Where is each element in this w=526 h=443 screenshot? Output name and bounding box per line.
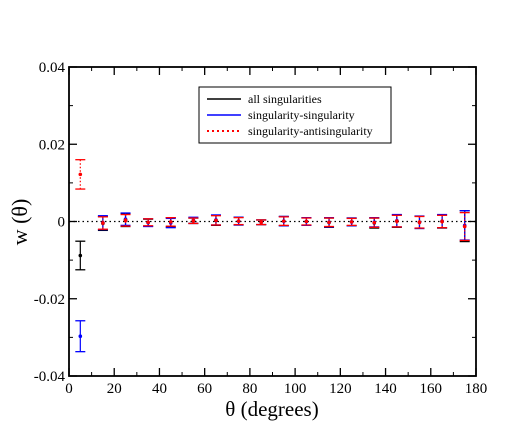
- y-axis-title: w (θ): [7, 199, 32, 246]
- data-point: [372, 220, 377, 225]
- data-point: [123, 218, 128, 223]
- data-marks: [75, 159, 470, 353]
- x-tick-label: 100: [284, 381, 307, 397]
- data-point: [168, 220, 173, 224]
- data-point: [349, 220, 354, 224]
- data-point: [78, 334, 83, 339]
- x-tick-label: 0: [65, 381, 73, 397]
- data-point: [462, 224, 467, 229]
- series-singularity-antisingularity: [75, 159, 470, 242]
- x-tick-label: 80: [242, 381, 257, 397]
- data-point: [417, 220, 422, 225]
- data-point: [78, 253, 83, 258]
- series-singularity-singularity: [75, 210, 470, 353]
- legend-entries: all singularities singularity-singularity…: [207, 92, 373, 138]
- x-axis-title: θ (degrees): [225, 397, 318, 421]
- y-tick-label: 0.02: [39, 137, 65, 153]
- x-tick-label: 60: [197, 381, 212, 397]
- data-point: [282, 219, 286, 223]
- series-all-singularities: [75, 210, 470, 271]
- data-point: [146, 220, 150, 225]
- y-tick-label: -0.02: [34, 292, 65, 308]
- x-tick-label: 20: [107, 381, 122, 397]
- y-tick-label: 0.04: [39, 60, 66, 76]
- data-point: [259, 220, 263, 225]
- x-axis-ticks: 0 20 40 60 80 100 120 140 160 180: [65, 67, 487, 397]
- legend-label: all singularities: [248, 92, 322, 106]
- y-tick-label: -0.04: [34, 369, 66, 385]
- y-tick-label: 0: [58, 215, 66, 231]
- legend-label: singularity-singularity: [248, 108, 355, 122]
- data-point: [191, 218, 196, 223]
- data-point: [78, 172, 83, 177]
- legend: all singularities singularity-singularity…: [198, 86, 392, 144]
- data-point: [214, 218, 218, 223]
- y-axis-ticks: -0.04 -0.02 0 0.02 0.04: [34, 60, 476, 385]
- x-tick-label: 140: [374, 381, 397, 397]
- legend-label: singularity-antisingularity: [248, 124, 373, 138]
- data-point: [101, 221, 105, 225]
- data-point: [304, 219, 309, 224]
- x-tick-label: 120: [329, 381, 352, 397]
- data-point: [395, 219, 399, 223]
- data-point: [327, 220, 331, 225]
- x-tick-label: 160: [420, 381, 443, 397]
- x-tick-label: 40: [152, 381, 167, 397]
- data-point: [440, 219, 444, 224]
- x-tick-label: 180: [465, 381, 488, 397]
- data-point: [236, 219, 241, 223]
